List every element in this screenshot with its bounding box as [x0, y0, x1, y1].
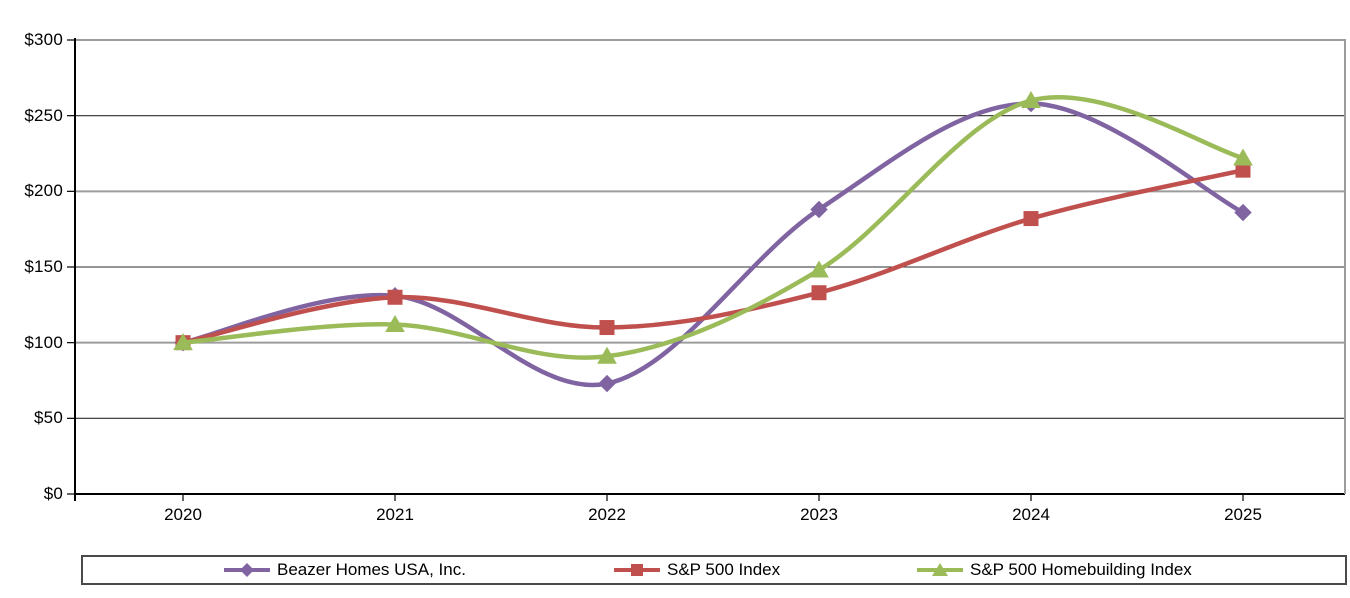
legend-label: Beazer Homes USA, Inc. [277, 560, 466, 579]
triangle-marker-icon [173, 333, 193, 351]
square-marker-icon [387, 289, 403, 305]
square-marker-icon [599, 320, 615, 336]
square-legend-marker-icon [614, 564, 660, 576]
legend-item-s-p-500-homebuilding-index: S&P 500 Homebuilding Index [917, 557, 1192, 583]
triangle-marker-icon [597, 346, 617, 364]
y-axis-tick-label: $250 [24, 105, 63, 125]
legend-item-s-p-500-index: S&P 500 Index [614, 557, 780, 583]
triangle-marker-icon [1233, 148, 1253, 166]
y-axis-tick-label: $0 [43, 484, 63, 503]
x-axis-tick-label: 2020 [164, 505, 202, 524]
square-marker-icon [1023, 211, 1039, 227]
y-axis-tick-label: $300 [24, 30, 63, 49]
x-axis-tick-label: 2025 [1224, 505, 1262, 524]
series-line-s-p-500-homebuilding-index [180, 95, 1246, 360]
legend-label: S&P 500 Homebuilding Index [970, 560, 1192, 579]
y-axis-tick-label: $200 [24, 181, 63, 201]
series-line-s-p-500-index [180, 167, 1246, 345]
triangle-marker-icon [1021, 91, 1041, 109]
square-marker-icon [811, 285, 827, 301]
diamond-marker-icon [1234, 203, 1252, 222]
diamond-marker-icon [598, 374, 616, 393]
triangle-legend-marker-icon [917, 563, 963, 576]
legend-label: S&P 500 Index [667, 560, 781, 579]
y-axis-tick-label: $150 [24, 257, 63, 276]
triangle-marker-icon [385, 315, 405, 333]
x-axis-tick-label: 2023 [800, 505, 838, 524]
diamond-legend-marker-icon [224, 563, 270, 577]
y-axis-tick-label: $100 [24, 332, 63, 352]
legend-item-beazer-homes-usa-inc: Beazer Homes USA, Inc. [224, 557, 466, 583]
x-axis-tick-label: 2024 [1012, 505, 1050, 524]
triangle-marker-icon [809, 260, 829, 278]
legend: Beazer Homes USA, Inc. S&P 500 Index S&P 5… [81, 555, 1347, 585]
y-axis-tick-label: $50 [34, 408, 63, 428]
x-axis-tick-label: 2022 [588, 505, 626, 524]
x-axis-tick-label: 2021 [376, 505, 414, 524]
series-line-beazer-homes-usa-inc [180, 101, 1246, 388]
diamond-marker-icon [810, 200, 828, 219]
